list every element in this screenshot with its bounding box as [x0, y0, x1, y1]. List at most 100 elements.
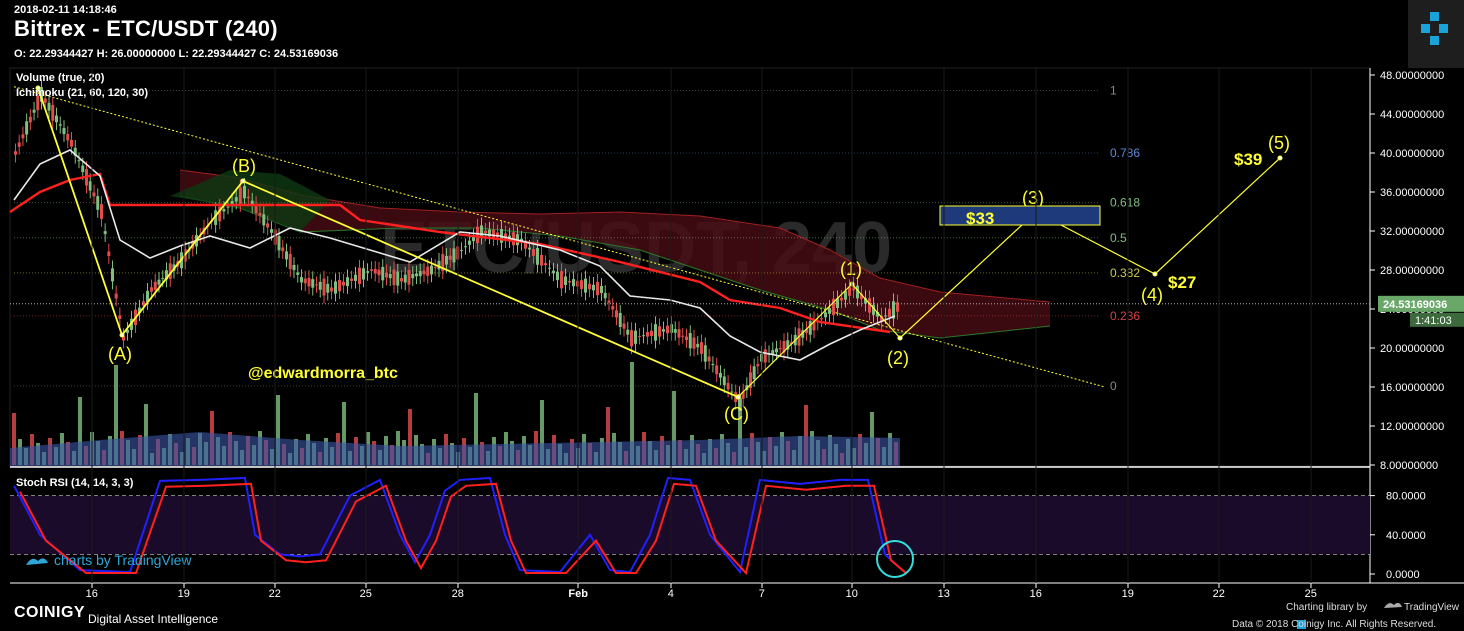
coinigy-logo-box[interactable] [1408, 0, 1464, 68]
candle-body [654, 324, 657, 341]
volume-ma-area [10, 432, 900, 466]
candle-body [262, 214, 266, 226]
candle-body [480, 225, 483, 237]
candle-body [103, 231, 107, 235]
candle-body [703, 345, 707, 362]
candle-body [836, 298, 839, 308]
candle-body [51, 104, 55, 121]
candle-body [14, 151, 17, 155]
candle-body [396, 271, 400, 286]
candle-body [354, 274, 357, 281]
candle-body [844, 291, 847, 300]
candle-body [118, 315, 122, 319]
candle-body [315, 284, 318, 286]
candle-body [460, 250, 463, 252]
candle-body [832, 298, 835, 316]
wave-node [35, 85, 41, 91]
countdown-value: 1:41:03 [1415, 315, 1452, 327]
fib-label: 0.618 [1110, 196, 1140, 210]
candle-body [373, 268, 377, 274]
author-watermark: @edwardmorra_btc [248, 365, 398, 382]
stoch-k-line [13, 476, 901, 575]
candle-body [820, 318, 823, 320]
candle-body [662, 329, 665, 332]
candle-body [658, 326, 661, 337]
candle-body [300, 277, 303, 283]
candle-body [142, 301, 145, 306]
candle-body [618, 312, 622, 328]
candle-body [400, 278, 403, 282]
wave-node [240, 178, 246, 184]
candle-body [385, 272, 388, 278]
candle-body [805, 328, 808, 333]
price-tick-label: 28.00000000 [1380, 265, 1444, 277]
candle-body [81, 165, 85, 173]
tenkan-line [13, 149, 896, 361]
candle-body [707, 356, 711, 362]
candle-body [350, 278, 353, 281]
wave-label: (A) [108, 344, 132, 364]
volume-bar [12, 413, 16, 465]
candle-body [73, 147, 77, 156]
candle-body [738, 394, 741, 412]
volume-bar [408, 409, 412, 465]
candle-body [277, 236, 281, 251]
candle-body [111, 268, 114, 282]
candle-body [40, 87, 43, 102]
wave-node [1277, 155, 1283, 161]
tradingview-footer-link[interactable]: TradingView [1404, 602, 1460, 613]
wave-label: (1) [840, 259, 862, 279]
price-tick-label: 12.00000000 [1380, 421, 1444, 433]
candle-body [415, 273, 418, 277]
abc-wave-line [37, 87, 739, 398]
candle-body [342, 281, 345, 286]
candle-body [358, 267, 361, 285]
fib-label: 0.5 [1110, 231, 1127, 245]
stoch-tick-label: 40.0000 [1386, 530, 1426, 542]
candle-body [464, 246, 467, 248]
candle-body [422, 270, 426, 275]
fib-label: 0.786 [1110, 146, 1140, 160]
coinigy-footer-icon [1297, 620, 1306, 629]
candle-body [726, 382, 730, 390]
candle-body [756, 364, 760, 367]
candle-body [62, 128, 66, 135]
candle-body [488, 229, 491, 237]
candle-body [468, 240, 471, 245]
trend-line [13, 86, 1106, 388]
stoch-band [10, 495, 1370, 555]
candle-body [749, 372, 752, 389]
candle-body [711, 364, 715, 366]
candle-body [568, 280, 571, 283]
candle-body [544, 263, 547, 266]
countdown-tag [1410, 312, 1464, 327]
candle-body [452, 248, 456, 263]
price-tick-label: 48.00000000 [1380, 70, 1444, 82]
candle-body [552, 270, 555, 274]
candle-body [285, 251, 288, 260]
candle-body [650, 330, 653, 337]
candle-body [254, 204, 258, 214]
candle-body [441, 254, 445, 272]
candle-body [860, 293, 863, 300]
candle-body [370, 269, 373, 271]
candle-body [840, 297, 843, 301]
candle-body [70, 139, 73, 147]
candle-body [161, 278, 165, 280]
wave-label: (4) [1141, 285, 1163, 305]
price-target-label: $33 [966, 209, 994, 228]
stoch-legend: Stoch RSI (14, 14, 3, 3) [16, 477, 134, 489]
volume-bar [114, 365, 118, 465]
candle-body [218, 206, 222, 222]
candle-body [603, 292, 607, 299]
candle-body [638, 336, 641, 338]
candle-body [556, 271, 559, 281]
projection-wave-line [899, 157, 1281, 339]
candle-body [824, 312, 827, 318]
candle-body [334, 281, 337, 294]
candle-body [864, 298, 867, 304]
volume-legend: Volume (true, 20) [16, 72, 105, 84]
ichimoku-cloud [180, 170, 1050, 338]
time-tick-label: 7 [759, 588, 765, 600]
